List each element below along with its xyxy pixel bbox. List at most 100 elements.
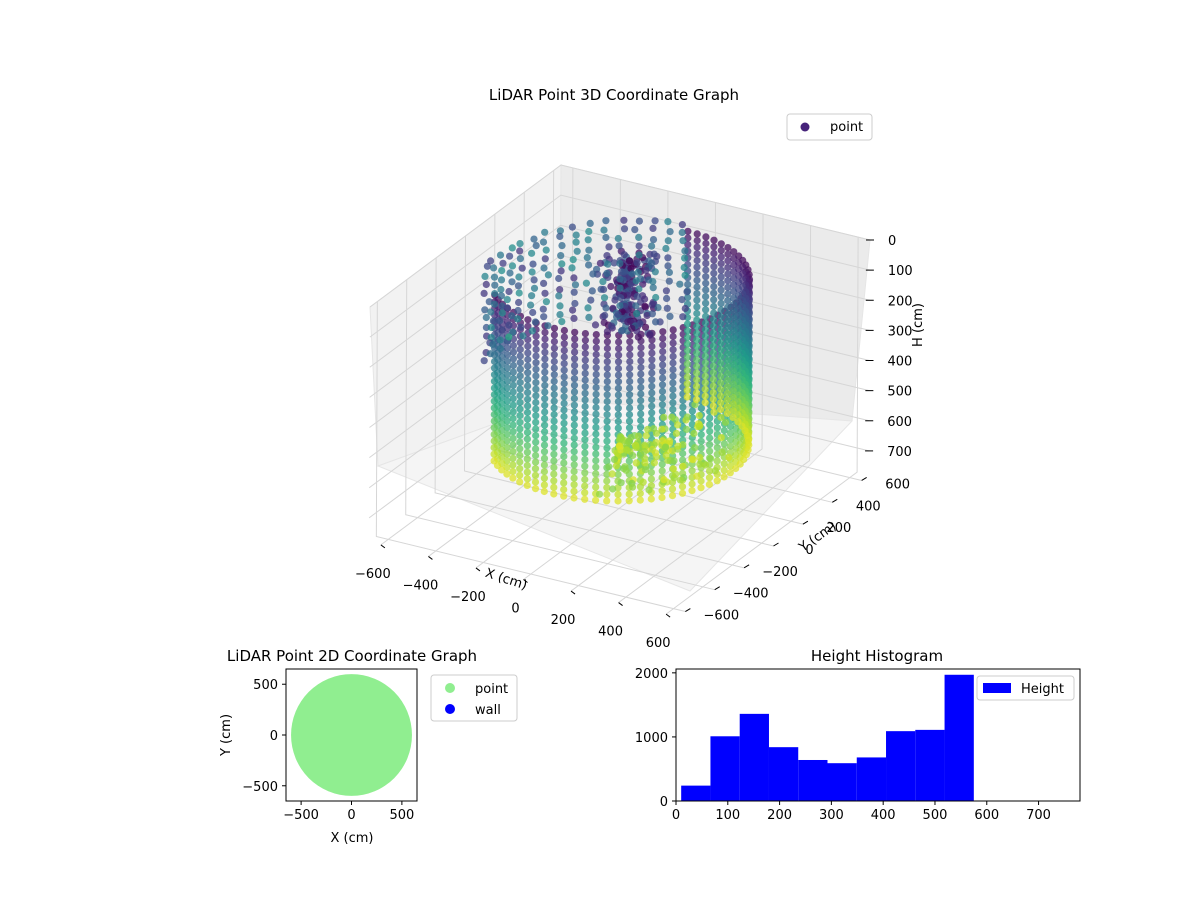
point-marker-3d	[532, 339, 540, 347]
point-marker-3d	[592, 430, 600, 438]
point-marker-3d	[717, 266, 725, 274]
point-marker-3d	[701, 352, 710, 360]
point-marker-3d	[723, 403, 731, 411]
point-marker-3d	[615, 345, 623, 353]
point-marker-3d	[560, 439, 568, 447]
point-marker-3d	[550, 437, 558, 445]
point-marker-3d	[723, 363, 732, 371]
legend-2d-wall-label: wall	[475, 703, 501, 718]
point-marker-3d	[550, 410, 558, 419]
point-marker-3d	[648, 310, 657, 318]
point-marker-3d	[600, 294, 609, 302]
point-marker-3d	[651, 217, 659, 225]
point-marker-3d	[709, 349, 718, 357]
point-marker-3d	[717, 286, 725, 294]
point-marker-3d	[523, 422, 532, 430]
point-marker-3d	[688, 480, 696, 488]
point-marker-3d	[516, 418, 524, 426]
point-marker-3d	[581, 422, 589, 430]
point-marker-3d	[702, 239, 710, 248]
point-marker-3d	[693, 263, 701, 271]
point-marker-3d	[603, 484, 611, 492]
point-marker-3d	[724, 330, 732, 338]
point-marker-3d	[661, 443, 670, 451]
point-marker-3d	[705, 480, 714, 488]
point-marker-3d	[541, 328, 549, 336]
point-marker-3d	[670, 457, 678, 465]
point-marker-3d	[527, 301, 535, 309]
point-marker-3d	[709, 355, 718, 364]
point-marker-3d	[659, 334, 667, 342]
point-marker-3d	[710, 236, 718, 244]
point-marker-3d	[626, 338, 634, 346]
x-axis-label-3d: X (cm)	[483, 566, 529, 594]
point-marker-3d	[724, 290, 732, 298]
point-marker-3d	[620, 225, 629, 233]
point-marker-3d	[614, 417, 622, 426]
point-marker-3d	[518, 264, 526, 272]
point-marker-3d	[560, 353, 568, 361]
chart-2d: LiDAR Point 2D Coordinate Graph −500 0 500…	[219, 647, 518, 846]
point-marker-3d	[592, 417, 600, 425]
point-marker-3d	[603, 417, 611, 425]
point-marker-3d	[649, 236, 658, 244]
point-marker-3d	[592, 450, 600, 458]
point-marker-3d	[514, 315, 522, 323]
legend-2d-wall-marker	[445, 704, 455, 714]
point-marker-3d	[570, 401, 579, 409]
point-marker-3d	[729, 314, 738, 322]
point-marker-3d	[603, 397, 611, 406]
point-marker-3d	[717, 279, 725, 288]
point-marker-3d	[723, 343, 732, 351]
point-marker-3d	[693, 356, 701, 364]
point-marker-3d	[615, 242, 623, 250]
point-marker-3d	[509, 348, 517, 356]
point-marker-3d	[637, 344, 645, 352]
point-marker-3d	[729, 347, 737, 355]
point-marker-3d	[550, 324, 559, 332]
point-marker-3d	[629, 451, 637, 460]
point-marker-3d	[702, 312, 710, 320]
point-marker-3d	[676, 476, 685, 484]
point-marker-3d	[713, 444, 721, 452]
point-marker-3d	[701, 372, 709, 380]
point-marker-3d	[509, 474, 517, 482]
point-marker-3d	[723, 409, 731, 417]
point-marker-3d	[729, 387, 737, 395]
point-marker-3d	[720, 426, 728, 435]
point-marker-3d	[701, 326, 710, 334]
point-marker-3d	[658, 460, 666, 468]
point-marker-3d	[693, 230, 701, 238]
point-marker-3d	[581, 396, 589, 404]
point-marker-3d	[693, 316, 701, 324]
point-marker-3d	[626, 404, 634, 412]
grid-line-h	[369, 194, 870, 338]
point-marker-3d	[617, 446, 625, 454]
point-marker-3d	[560, 386, 568, 394]
x-tick-label-3d: −200	[450, 590, 486, 605]
point-marker-3d	[524, 382, 532, 390]
x-tick-mark-3d	[523, 579, 528, 583]
point-marker-3d	[531, 318, 540, 326]
point-marker-3d	[702, 461, 710, 469]
point-marker-3d	[696, 460, 704, 468]
point-marker-3d	[724, 244, 732, 252]
point-marker-3d	[648, 376, 656, 384]
point-marker-3d	[592, 457, 600, 465]
point-marker-3d	[532, 392, 540, 400]
point-marker-3d	[628, 270, 636, 278]
point-marker-3d	[625, 497, 633, 505]
point-marker-3d	[628, 324, 636, 332]
point-marker-3d	[544, 322, 552, 330]
h-tick-label-3d: 200	[888, 294, 913, 309]
point-marker-3d	[491, 281, 499, 289]
point-marker-3d	[620, 216, 628, 224]
point-marker-3d	[614, 404, 622, 412]
point-marker-3d	[725, 453, 733, 462]
point-marker-3d	[665, 268, 674, 276]
point-marker-3d	[550, 483, 558, 491]
point-marker-3d	[496, 336, 504, 344]
point-marker-3d	[614, 470, 622, 479]
point-marker-3d	[634, 268, 642, 276]
x-tick-label-3d: 400	[598, 625, 623, 640]
